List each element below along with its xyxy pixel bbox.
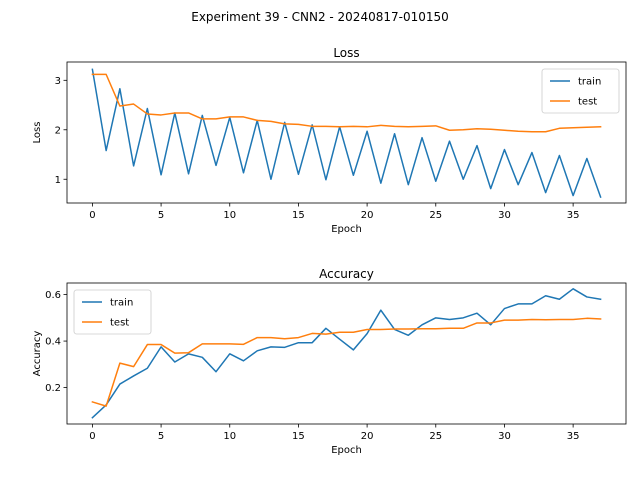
- series-line-test: [91, 73, 602, 133]
- loss-chart: Loss 0 5 10 15 20 25 30 35 1 2 3 Epoch Loss train test: [32, 46, 627, 235]
- y-tick-label: 1: [55, 175, 61, 186]
- chart-title: Accuracy: [319, 267, 374, 281]
- x-axis-label: Epoch: [331, 445, 362, 456]
- x-tick-label: 30: [498, 210, 511, 221]
- chart-title: Loss: [333, 46, 359, 60]
- legend: train test: [541, 68, 620, 114]
- x-axis-label: Epoch: [331, 224, 362, 235]
- legend-label-train: train: [578, 77, 601, 88]
- legend-box: [73, 289, 152, 335]
- x-tick-label: 20: [361, 210, 374, 221]
- plot-frame: [66, 61, 627, 204]
- x-tick-label: 35: [567, 431, 580, 442]
- series-line-test: [91, 317, 602, 407]
- x-tick-label: 10: [223, 210, 236, 221]
- y-tick-label: 0.4: [45, 337, 61, 348]
- accuracy-chart: Accuracy 0 5 10 15 20 25 30 35 0.2 0.4 0.6 Epoch Accu…: [32, 267, 627, 456]
- y-tick-label: 0.6: [45, 290, 61, 301]
- x-tick-label: 10: [223, 431, 236, 442]
- x-tick-label: 5: [158, 210, 164, 221]
- x-tick-label: 5: [158, 431, 164, 442]
- legend-label-test: test: [110, 318, 129, 329]
- legend-label-test: test: [578, 97, 597, 108]
- legend-label-train: train: [110, 298, 133, 309]
- figure-suptitle: Experiment 39 - CNN2 - 20240817-010150: [191, 10, 449, 24]
- legend: train test: [73, 289, 152, 335]
- y-axis-label: Loss: [32, 122, 43, 144]
- plot-frame: [66, 282, 627, 425]
- x-tick-label: 0: [89, 210, 95, 221]
- x-tick-label: 30: [498, 431, 511, 442]
- y-tick-label: 2: [55, 125, 61, 136]
- x-tick-label: 25: [429, 431, 442, 442]
- y-axis-label: Accuracy: [32, 331, 43, 377]
- x-tick-label: 35: [567, 210, 580, 221]
- y-tick-label: 3: [55, 76, 61, 87]
- x-tick-label: 0: [89, 431, 95, 442]
- y-tick-label: 0.2: [45, 383, 61, 394]
- x-tick-label: 15: [292, 210, 305, 221]
- series-line-train: [91, 68, 602, 199]
- legend-box: [541, 68, 620, 114]
- x-tick-label: 20: [361, 431, 374, 442]
- series-line-train: [91, 288, 602, 419]
- x-tick-label: 15: [292, 431, 305, 442]
- x-tick-label: 25: [429, 210, 442, 221]
